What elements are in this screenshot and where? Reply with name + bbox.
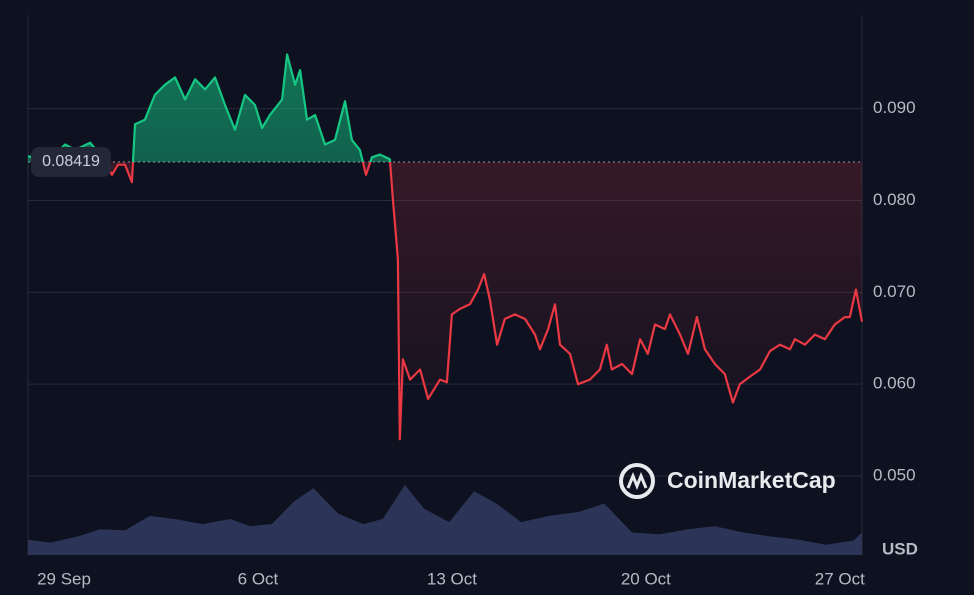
y-tick-label: 0.070 [873, 282, 916, 301]
area-below [28, 162, 862, 440]
y-tick-label: 0.090 [873, 98, 916, 117]
line-below [103, 162, 864, 441]
axis-unit: USD [882, 539, 918, 558]
volume-area [28, 485, 862, 555]
area-above [28, 54, 391, 163]
labels: 0.050 0.060 0.070 0.080 0.090 29 Sep 6 Oct 13 O… [31, 98, 916, 588]
watermark: CoinMarketCap [619, 463, 836, 499]
x-tick-label: 20 Oct [621, 569, 671, 588]
volume [28, 485, 862, 555]
line-above [27, 53, 392, 163]
baseline-label-box [31, 147, 111, 178]
watermark-text: CoinMarketCap [667, 467, 836, 493]
x-tick-label: 29 Sep [37, 569, 91, 588]
y-tick-label: 0.080 [873, 190, 916, 209]
baseline-label: 0.08419 [42, 153, 100, 170]
logo [619, 463, 655, 499]
y-tick-label: 0.050 [873, 466, 916, 485]
logo-mark [626, 472, 648, 491]
x-tick-label: 27 Oct [815, 569, 865, 588]
x-tick-label: 13 Oct [427, 569, 477, 588]
lines [27, 53, 864, 441]
area [28, 54, 862, 440]
x-tick-label: 6 Oct [238, 569, 279, 588]
y-tick-label: 0.060 [873, 374, 916, 393]
